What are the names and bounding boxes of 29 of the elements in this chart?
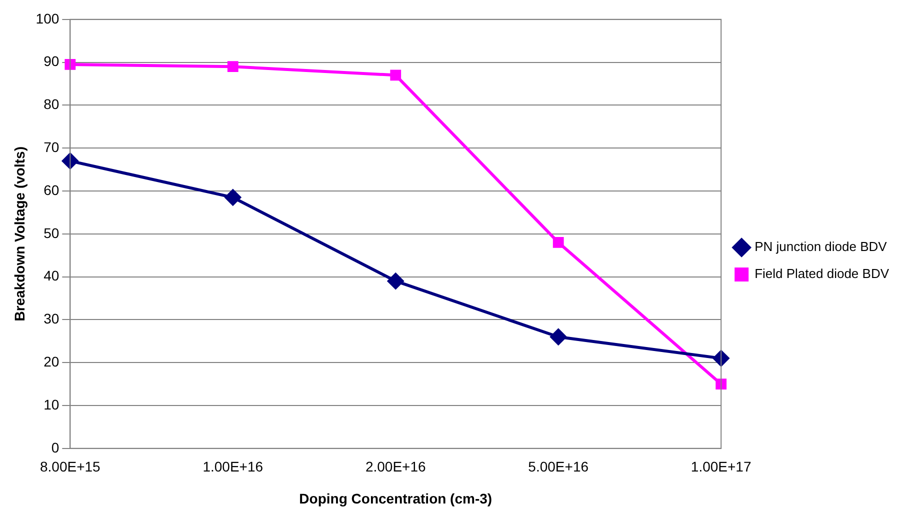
y-tick-label: 30: [44, 310, 60, 327]
y-tick-label: 40: [44, 268, 60, 284]
x-axis-title: Doping Concentration (cm-3): [299, 490, 492, 506]
point: [64, 58, 76, 70]
point: [552, 237, 564, 248]
point: [390, 70, 402, 81]
point: [387, 272, 404, 290]
point: [227, 61, 238, 72]
point: [550, 328, 567, 346]
y-tick-label: 80: [44, 96, 60, 112]
y-tick-label: 20: [44, 353, 60, 370]
y-tick-label: 90: [44, 53, 60, 70]
y-tick-label: 50: [44, 224, 60, 241]
x-tick-label: 1.00E+17: [690, 458, 752, 475]
y-tick-label: 70: [44, 138, 60, 155]
x-tick-label: 5.00E+16: [528, 458, 589, 475]
legend-label: Field Plated diode BDV: [754, 266, 890, 282]
point: [716, 378, 727, 390]
y-tick-label: 100: [36, 10, 60, 26]
x-tick-label: 1.00E+16: [202, 458, 264, 475]
y-axis-title: Breakdown Voltage (volts): [11, 146, 28, 322]
y-tick-label: 0: [51, 439, 60, 456]
y-tick-label: 60: [44, 182, 60, 198]
x-tick-label: 8.00E+15: [40, 458, 101, 475]
y-tick-label: 10: [44, 396, 60, 412]
x-tick-label: 2.00E+16: [365, 458, 426, 475]
legend-label: PN junction diode BDV: [754, 239, 888, 254]
point: [62, 152, 79, 170]
point: [224, 188, 242, 206]
